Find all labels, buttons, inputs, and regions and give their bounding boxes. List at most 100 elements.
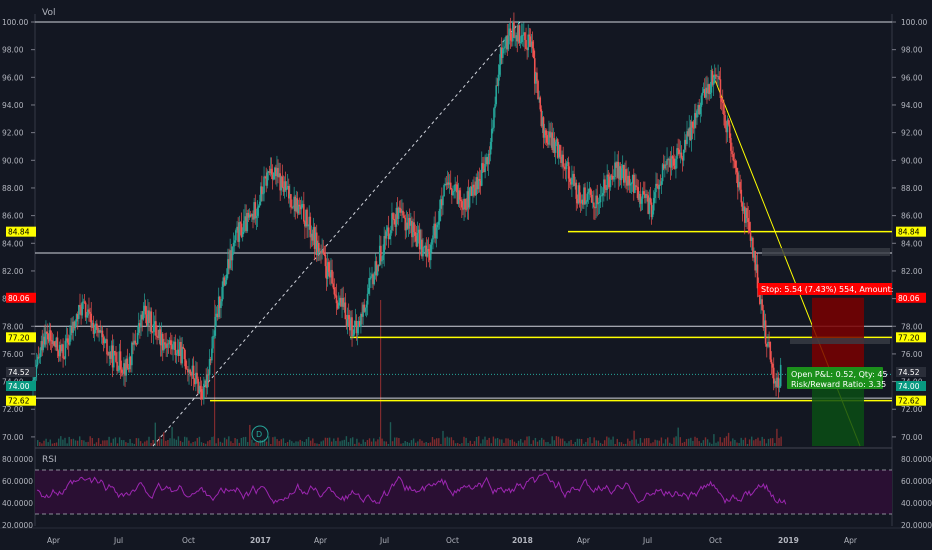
candle-body: [693, 113, 696, 128]
candle-body: [649, 197, 652, 203]
right-price-tag: 84.84: [898, 228, 920, 237]
pnl-line-1: Open P&L: 0.52, Qty: 45: [791, 370, 888, 379]
volume-bar: [438, 438, 440, 446]
candle-body: [116, 361, 118, 371]
candle-body: [408, 218, 411, 226]
candle-body: [353, 325, 356, 335]
candle-body: [495, 85, 497, 105]
candle-body: [479, 180, 482, 186]
candle-body: [651, 210, 654, 218]
candle-body: [505, 35, 507, 47]
candle-body: [662, 164, 665, 169]
candle-body: [565, 163, 568, 170]
volume-bar: [545, 442, 547, 446]
volume-bar: [618, 442, 621, 446]
volume-bar: [526, 436, 528, 446]
volume-bar: [658, 440, 660, 446]
price-axis-label: 98.00: [901, 46, 923, 55]
price-axis-label-left: 100.00: [2, 18, 28, 27]
candle-body: [745, 208, 747, 223]
candle-body: [344, 302, 347, 320]
candle-body: [497, 74, 500, 86]
volume-bar: [58, 438, 60, 446]
volume-bar: [471, 443, 474, 446]
candle-body: [335, 295, 338, 304]
volume-bar: [131, 443, 133, 446]
candle-body: [570, 181, 572, 185]
candle-body: [228, 259, 230, 269]
volume-bar: [580, 438, 583, 446]
candle-body: [621, 164, 624, 169]
candle-body: [548, 131, 550, 145]
candle-body: [314, 232, 317, 249]
right-price-tag-bg: [896, 381, 926, 391]
volume-bar: [316, 443, 318, 446]
candle-body: [258, 201, 261, 206]
candle-body: [336, 303, 339, 309]
candle-body: [87, 309, 89, 316]
candle-body: [685, 139, 687, 144]
left-price-tag-bg: [6, 367, 36, 377]
volume-bar: [175, 439, 177, 446]
candle-body: [741, 202, 744, 211]
volume-bar: [675, 436, 677, 446]
candle-body: [260, 186, 262, 202]
volume-bar: [656, 440, 658, 446]
volume-bar: [625, 443, 627, 446]
candle-body: [50, 340, 53, 341]
volume-bar: [694, 436, 696, 446]
candle-body: [723, 103, 725, 115]
volume-bar: [335, 440, 337, 446]
candle-body: [172, 344, 174, 350]
volume-bar: [158, 436, 161, 446]
volume-bar: [135, 438, 138, 446]
candle-body: [616, 161, 618, 168]
candle-body: [61, 344, 63, 352]
left-price-tag: 77.20: [8, 333, 30, 342]
volume-bar: [496, 437, 499, 446]
volume-bar: [165, 440, 167, 446]
volume-bar: [492, 436, 495, 446]
candle-body: [606, 174, 608, 190]
candle-body: [111, 345, 114, 368]
candle-body: [456, 184, 459, 204]
volume-bar: [423, 442, 425, 446]
volume-bar: [547, 441, 549, 446]
candle-body: [711, 71, 714, 85]
candle-body: [619, 166, 622, 181]
volume-bar: [259, 440, 261, 446]
candle-body: [594, 207, 596, 209]
candle-body: [72, 321, 75, 333]
candle-body: [438, 208, 441, 222]
candle-body: [746, 208, 748, 219]
candle-body: [334, 294, 337, 296]
candle-body: [475, 177, 478, 196]
volume-bar: [261, 440, 264, 446]
candle-body: [182, 346, 185, 349]
candle-body: [584, 187, 586, 204]
volume-bar: [247, 442, 249, 446]
candle-body: [255, 215, 258, 219]
volume-bar: [114, 437, 117, 446]
volume-bar: [284, 443, 287, 446]
candle-body: [413, 222, 415, 233]
candle-body: [90, 313, 93, 328]
volume-bar: [295, 441, 297, 446]
candle-body: [280, 176, 283, 191]
candle-body: [708, 84, 710, 95]
candle-body: [301, 204, 304, 205]
candle-body: [535, 72, 537, 84]
volume-bar: [753, 440, 755, 446]
candle-body: [272, 172, 275, 180]
candle-body: [278, 173, 280, 178]
volume-bar: [221, 442, 224, 446]
candle-body: [297, 204, 300, 214]
candle-body: [441, 199, 443, 206]
candle-body: [151, 331, 154, 333]
candle-body: [74, 321, 77, 329]
candle-body: [457, 190, 460, 204]
candle-body: [414, 232, 417, 236]
volume-bar: [146, 440, 148, 446]
candle-body: [237, 226, 239, 242]
